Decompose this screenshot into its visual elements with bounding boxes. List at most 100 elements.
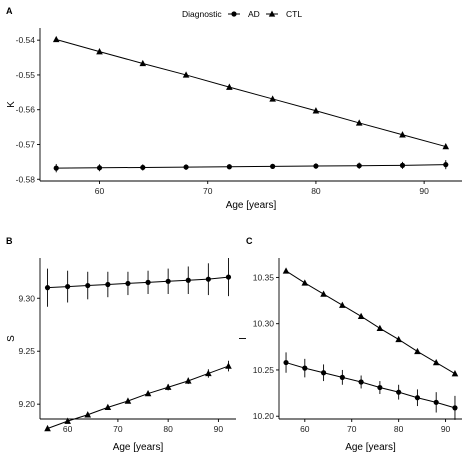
legend-ctl-label: CTL xyxy=(286,9,302,19)
y-tick-label: -0.57 xyxy=(16,139,36,149)
series-ad-point xyxy=(145,279,151,285)
series-ctl-point xyxy=(44,424,51,432)
series-ctl-point xyxy=(301,279,309,286)
legend-title: Diagnostic xyxy=(182,9,222,19)
panel-c-plot: 60 70 80 90 10.20 10.25 10.30 10.35 Age [years] I xyxy=(238,258,462,453)
series-ctl-point xyxy=(432,358,440,366)
x-tick-label: 60 xyxy=(300,424,310,434)
series-ad-point xyxy=(65,283,71,290)
series-ctl-point xyxy=(205,369,212,377)
x-axis-title: Age [years] xyxy=(226,200,277,211)
series-ctl-line xyxy=(285,270,456,375)
legend-ad-label: AD xyxy=(248,9,260,19)
series-ad-point xyxy=(283,359,289,366)
series-ctl-point xyxy=(164,383,172,390)
series-ad-point xyxy=(356,163,362,169)
series-ctl-point xyxy=(96,48,103,55)
series-ad-point xyxy=(225,274,232,280)
x-tick-label: 60 xyxy=(63,424,73,434)
y-tick-label: 10.30 xyxy=(253,319,275,329)
series-ad-point xyxy=(105,281,111,288)
series-ctl-point xyxy=(312,107,320,114)
series-ctl-point xyxy=(52,35,60,43)
y-tick-label: 10.25 xyxy=(253,365,275,375)
series-ctl-point xyxy=(64,417,71,424)
series-ctl-point xyxy=(182,71,190,78)
series-ad-line xyxy=(56,164,446,169)
x-tick-label: 90 xyxy=(214,424,224,434)
panel-a-letter: A xyxy=(6,6,13,16)
series-ctl-point xyxy=(399,131,406,138)
series-ad-point xyxy=(399,162,406,168)
series-ctl-point xyxy=(226,83,233,90)
legend-item-ad: AD xyxy=(228,9,260,19)
series-ad-point xyxy=(313,163,319,169)
x-tick-label: 90 xyxy=(441,424,451,434)
x-tick-label: 70 xyxy=(347,424,357,434)
y-tick-label: -0.55 xyxy=(16,70,36,80)
y-tick-label: 9.25 xyxy=(18,346,35,356)
series-ctl-point xyxy=(104,403,112,411)
panel-c-letter: C xyxy=(246,236,253,246)
y-axis-title: I xyxy=(238,337,249,340)
series-ctl-point xyxy=(84,411,92,418)
y-tick-label: 10.35 xyxy=(253,272,275,282)
series-ad-point xyxy=(165,278,171,284)
series-ad-line xyxy=(47,276,229,289)
series-ad-point xyxy=(302,365,308,371)
series-ad-point xyxy=(339,374,345,380)
y-tick-label: -0.58 xyxy=(16,174,36,184)
series-ad-point xyxy=(185,277,191,283)
x-tick-label: 70 xyxy=(113,424,123,434)
x-tick-label: 70 xyxy=(203,186,213,196)
series-ad-point xyxy=(433,399,439,405)
series-ad-point xyxy=(396,389,402,395)
x-tick-label: 60 xyxy=(95,186,105,196)
series-ctl-point xyxy=(139,59,147,67)
series-ad-point xyxy=(377,384,383,391)
series-ctl-line xyxy=(56,38,446,148)
series-ad-point xyxy=(358,379,364,385)
legend: Diagnostic AD CTL xyxy=(182,9,302,19)
y-axis-title: S xyxy=(6,335,17,342)
series-ad-point xyxy=(226,164,232,170)
series-ctl-point xyxy=(144,389,152,397)
series-ad-point xyxy=(44,285,51,291)
series-ctl-point xyxy=(451,370,459,377)
series-ad-point xyxy=(125,280,131,287)
panel-b: B 60 70 80 90 9.20 9.25 9.30 Age [years] S xyxy=(6,236,236,453)
series-ad-point xyxy=(140,164,146,171)
series-ctl-point xyxy=(357,312,365,319)
series-ctl-point xyxy=(414,347,421,355)
panel-c: C 60 70 80 90 10.20 10.25 10.30 10.35 Age [years… xyxy=(238,236,462,453)
series-ad-point xyxy=(53,165,59,171)
panel-a-plot: 60 70 80 90 -0.54 -0.55 -0.56 -0.57 -0.58 Age [ye… xyxy=(6,28,462,211)
series-ctl-point xyxy=(320,290,327,297)
legend-ad-circle-icon xyxy=(231,11,237,17)
series-ctl-point xyxy=(355,119,363,126)
y-tick-label: -0.56 xyxy=(16,105,36,115)
series-ad-point xyxy=(452,405,458,411)
series-ctl-point xyxy=(282,267,290,274)
x-tick-label: 90 xyxy=(419,186,429,196)
series-ctl-point xyxy=(124,397,132,404)
series-ad-point xyxy=(414,395,421,401)
series-ctl-point xyxy=(184,377,192,384)
legend-item-ctl: CTL xyxy=(266,9,302,19)
x-tick-label: 80 xyxy=(394,424,404,434)
legend-ctl-triangle-icon xyxy=(268,10,276,17)
series-ad-point xyxy=(85,282,91,289)
series-ctl-point xyxy=(442,142,450,150)
series-ad-point xyxy=(443,162,449,168)
x-axis-title: Age [years] xyxy=(345,442,396,453)
series-ctl-point xyxy=(376,324,384,332)
x-axis-title: Age [years] xyxy=(113,442,164,453)
y-axis-title: K xyxy=(6,101,17,108)
series-ad-line xyxy=(285,362,456,409)
series-ctl-point xyxy=(339,301,346,308)
series-ad-point xyxy=(320,370,327,376)
series-ad-point xyxy=(205,276,211,282)
series-ctl-point xyxy=(395,335,402,343)
series-ad-point xyxy=(270,163,276,169)
